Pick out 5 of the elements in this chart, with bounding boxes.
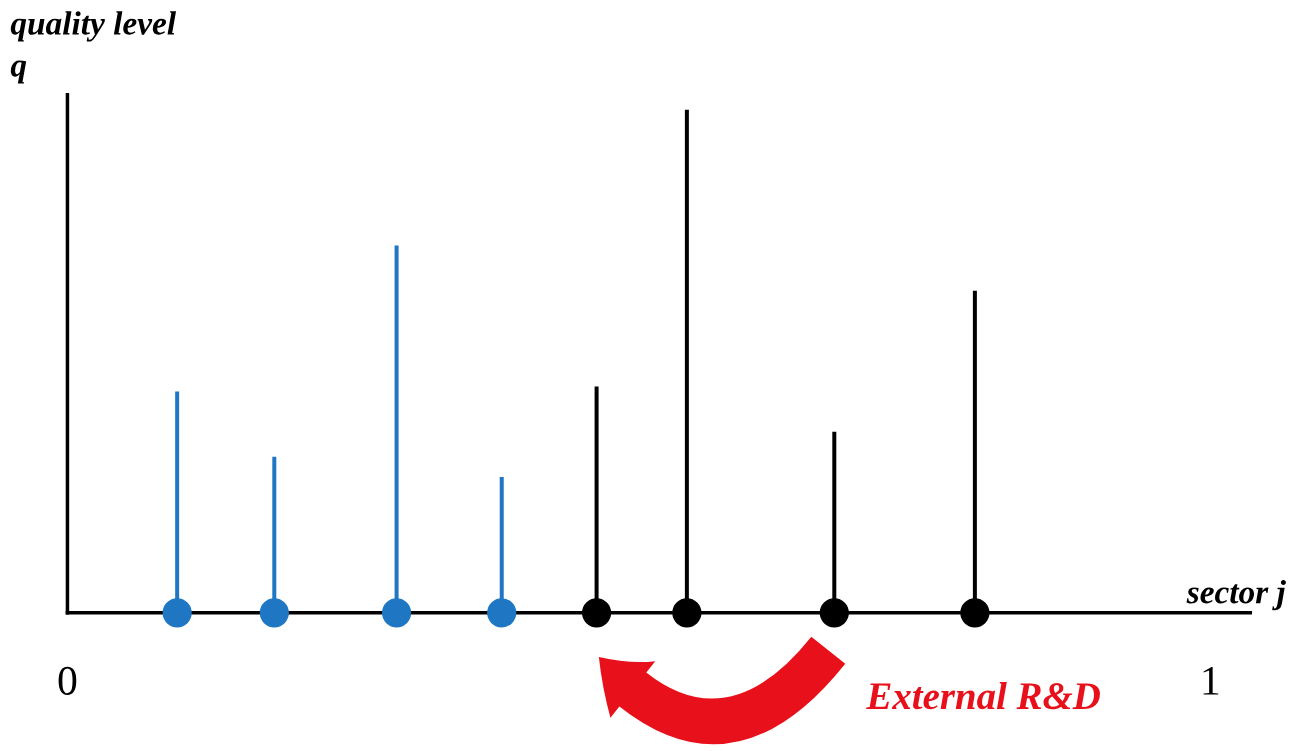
x-tick-label: 0 xyxy=(58,666,77,695)
y-axis-title: quality level q xyxy=(10,11,177,84)
x-tick-label: 1 xyxy=(1203,667,1219,695)
x-axis-title: sector j xyxy=(1186,580,1286,611)
text: External R&D xyxy=(866,681,1100,710)
